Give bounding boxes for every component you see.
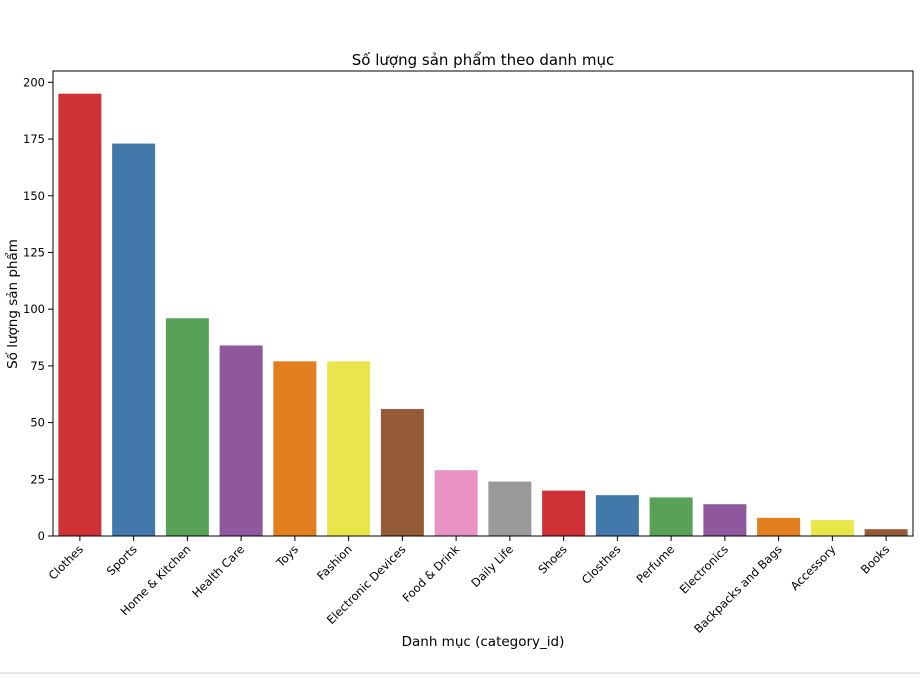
x-tick-label-1: Sports bbox=[104, 542, 140, 578]
y-tick-label-3: 75 bbox=[30, 359, 45, 373]
x-tick-label-11: Perfume bbox=[633, 542, 677, 586]
y-tick-label-4: 100 bbox=[23, 302, 45, 316]
bar-3 bbox=[219, 345, 263, 536]
bar-12 bbox=[703, 504, 747, 536]
y-tick-label-7: 175 bbox=[23, 132, 45, 146]
bar-0 bbox=[58, 93, 102, 537]
x-axis-label: Danh mục (category_id) bbox=[402, 634, 565, 650]
x-tick-label-14: Accessory bbox=[788, 542, 839, 593]
plot-area-frame bbox=[52, 70, 914, 537]
bar-5 bbox=[327, 361, 371, 536]
bar-2 bbox=[165, 318, 209, 536]
bar-6 bbox=[380, 408, 424, 536]
x-tick-label-5: Fashion bbox=[314, 542, 355, 583]
y-tick-label-6: 150 bbox=[23, 189, 45, 203]
x-tick-label-4: Toys bbox=[273, 542, 301, 570]
bars-layer bbox=[58, 93, 908, 537]
bar-14 bbox=[810, 520, 854, 536]
bar-11 bbox=[649, 497, 693, 536]
bar-4 bbox=[273, 361, 317, 536]
x-tick-label-13: Backpacks and Bags bbox=[691, 542, 785, 636]
x-tick-label-15: Books bbox=[858, 542, 892, 576]
y-tick-label-0: 0 bbox=[38, 529, 45, 543]
x-tick-label-3: Health Care bbox=[189, 542, 247, 600]
bar-1 bbox=[112, 143, 156, 536]
x-tick-label-9: Shoes bbox=[535, 542, 569, 576]
bar-8 bbox=[488, 481, 532, 536]
x-tick-label-8: Daily Life bbox=[468, 542, 516, 590]
x-tick-label-10: Closthes bbox=[579, 542, 624, 587]
bar-13 bbox=[757, 517, 801, 536]
bottom-divider bbox=[0, 672, 920, 674]
y-axis-ticks: 0 25 50 75 100 125 150 175 200 bbox=[23, 75, 53, 543]
bar-10 bbox=[595, 495, 639, 536]
y-tick-label-5: 125 bbox=[23, 245, 45, 259]
y-tick-label-2: 50 bbox=[30, 416, 45, 430]
x-tick-label-7: Food & Drink bbox=[400, 542, 463, 605]
y-tick-label-1: 25 bbox=[30, 472, 45, 486]
x-tick-label-0: Clothes bbox=[46, 542, 86, 582]
bar-9 bbox=[542, 490, 586, 536]
bar-7 bbox=[434, 470, 478, 536]
chart-title: Số lượng sản phẩm theo danh mục bbox=[352, 51, 614, 69]
y-tick-label-8: 200 bbox=[23, 75, 45, 89]
x-tick-label-12: Electronics bbox=[677, 542, 731, 596]
bar-15 bbox=[864, 529, 908, 536]
y-axis-label: Số lượng sản phẩm bbox=[4, 239, 21, 369]
